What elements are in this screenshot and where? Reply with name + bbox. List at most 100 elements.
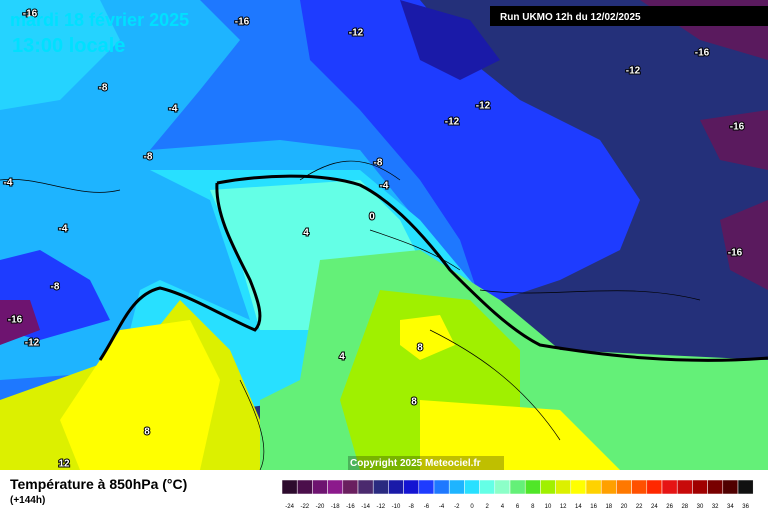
legend-swatch xyxy=(646,479,663,495)
legend-label: -4 xyxy=(439,504,445,510)
legend-swatch xyxy=(433,479,450,495)
contour-label: 8 xyxy=(144,427,150,438)
legend-swatch xyxy=(372,479,389,495)
legend-label: -2 xyxy=(454,504,460,510)
legend-label: 2 xyxy=(486,504,490,510)
contour-label: -8 xyxy=(374,158,383,169)
legend-label: 18 xyxy=(605,504,612,510)
contour-label: -16 xyxy=(730,122,745,133)
legend-swatch xyxy=(281,479,298,495)
run-label: Run UKMO 12h du 12/02/2025 xyxy=(500,12,641,23)
legend-label: 4 xyxy=(501,504,505,510)
legend-swatch xyxy=(312,479,328,495)
contour-label: -4 xyxy=(169,104,178,115)
contour-label: -4 xyxy=(4,178,13,189)
contour-label: 8 xyxy=(417,343,423,354)
footer-title: Température à 850hPa (°C) xyxy=(10,476,187,492)
legend-swatch xyxy=(464,479,480,495)
legend-label: 26 xyxy=(666,504,673,510)
map-title: mardi 18 février 2025 xyxy=(10,10,189,30)
copyright: Copyright 2025 Meteociel.fr xyxy=(350,458,481,469)
legend-label: 20 xyxy=(621,504,628,510)
legend-swatch xyxy=(494,479,511,495)
legend-label: -14 xyxy=(361,504,370,510)
footer-lead: (+144h) xyxy=(10,495,45,506)
contour-label: -12 xyxy=(349,28,364,39)
legend-swatch xyxy=(342,479,359,495)
legend-label: 10 xyxy=(545,504,552,510)
legend-label: -18 xyxy=(331,504,340,510)
legend-swatch xyxy=(737,479,754,495)
contour-label: -12 xyxy=(476,101,491,112)
legend-label: -20 xyxy=(316,504,325,510)
legend-swatch xyxy=(388,479,404,495)
legend-swatch xyxy=(327,479,344,495)
legend-label: 0 xyxy=(470,504,474,510)
contour-label: -8 xyxy=(51,282,60,293)
legend-swatch xyxy=(616,479,632,495)
legend-swatch xyxy=(296,479,313,495)
contour-labels: -16 -16 -12 -16 -12 -8 -12 -4 -12 -16 -8… xyxy=(3,8,746,471)
contour-label: -16 xyxy=(695,48,710,59)
legend-label: -22 xyxy=(300,504,309,510)
contour-label: -4 xyxy=(380,181,389,192)
legend-label: -16 xyxy=(346,504,355,510)
legend-label: 28 xyxy=(681,504,688,510)
contour-label: -12 xyxy=(25,338,40,349)
legend-swatch xyxy=(448,479,465,495)
contour-label: -12 xyxy=(626,66,641,77)
legend-swatch xyxy=(403,479,420,495)
legend-label: -8 xyxy=(409,504,415,510)
contour-label: -16 xyxy=(235,17,250,28)
legend-swatch xyxy=(631,479,648,495)
legend-label: -6 xyxy=(424,504,430,510)
legend-label: -12 xyxy=(376,504,385,510)
contour-label: -12 xyxy=(445,117,460,128)
legend-swatch xyxy=(555,479,572,495)
contour-label: -16 xyxy=(23,9,38,20)
contour-label: 12 xyxy=(58,459,70,470)
contour-label: 4 xyxy=(339,352,345,363)
map-time: 13:00 locale xyxy=(12,35,125,57)
legend-swatch xyxy=(661,479,678,495)
legend-label: 12 xyxy=(560,504,567,510)
legend-label: 30 xyxy=(697,504,704,510)
contour-label: 0 xyxy=(369,212,375,223)
run-box xyxy=(490,6,768,26)
legend-label: 34 xyxy=(727,504,734,510)
legend-label: -24 xyxy=(285,504,294,510)
legend-swatch xyxy=(585,479,602,495)
contour-label: 8 xyxy=(411,397,417,408)
contour-label: -8 xyxy=(99,83,108,94)
color-legend: -24 -22 -20 -18 -16 -14 -12 -10 -8 -6 -4 -2 0 2 4 6 8 10 1… xyxy=(281,479,754,510)
legend-swatch xyxy=(509,479,526,495)
legend-swatch xyxy=(692,479,708,495)
legend-swatch xyxy=(479,479,496,495)
legend-swatch xyxy=(570,479,587,495)
legend-swatch xyxy=(524,479,541,495)
map xyxy=(0,0,768,471)
legend-label: 22 xyxy=(636,504,643,510)
legend-swatch xyxy=(600,479,617,495)
legend-label: 32 xyxy=(712,504,719,510)
contour-label: -16 xyxy=(728,248,743,259)
contour-label: 4 xyxy=(303,228,309,239)
legend-swatch xyxy=(540,479,556,495)
legend-label: -10 xyxy=(392,504,401,510)
legend-label: 16 xyxy=(590,504,597,510)
copyright-bg xyxy=(348,456,504,470)
contour-label: -16 xyxy=(8,315,23,326)
legend-swatch xyxy=(676,479,693,495)
legend-swatch xyxy=(707,479,724,495)
legend-swatch xyxy=(418,479,435,495)
contour-label: -4 xyxy=(59,224,68,235)
legend-label: 24 xyxy=(651,504,658,510)
legend-label: 36 xyxy=(742,504,749,510)
legend-swatch xyxy=(357,479,374,495)
legend-label: 14 xyxy=(575,504,582,510)
legend-label: 6 xyxy=(516,504,520,510)
legend-swatch xyxy=(722,479,739,495)
contour-label: -8 xyxy=(144,152,153,163)
legend-label: 8 xyxy=(531,504,535,510)
